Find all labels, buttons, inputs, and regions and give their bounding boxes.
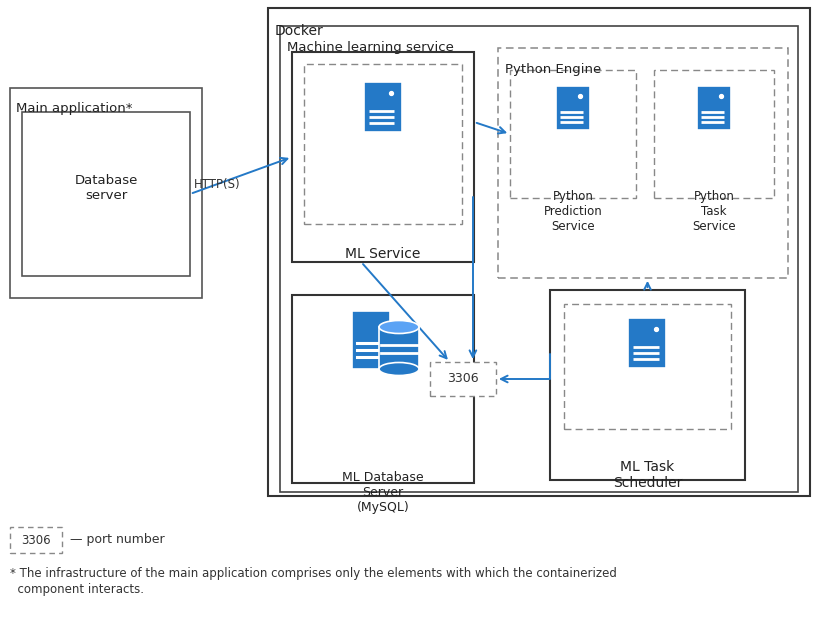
Text: ML Database
Server
(MySQL): ML Database Server (MySQL) xyxy=(342,471,423,514)
Bar xyxy=(429,362,495,396)
Bar xyxy=(378,327,419,369)
Bar xyxy=(22,112,190,276)
Bar xyxy=(351,311,390,369)
Text: 3306: 3306 xyxy=(446,373,478,386)
Bar xyxy=(509,70,636,198)
Text: Main application*: Main application* xyxy=(16,102,133,115)
Bar xyxy=(555,86,590,130)
Bar xyxy=(10,527,62,553)
Text: Database
server: Database server xyxy=(75,174,138,202)
Bar xyxy=(364,82,401,132)
Ellipse shape xyxy=(378,363,419,376)
Text: ML Service: ML Service xyxy=(345,247,420,261)
Bar xyxy=(292,295,473,483)
Text: Docker: Docker xyxy=(274,24,324,38)
Text: 3306: 3306 xyxy=(21,533,51,546)
Text: HTTP(S): HTTP(S) xyxy=(194,178,240,191)
Text: ML Task
Scheduler: ML Task Scheduler xyxy=(612,460,681,490)
Bar xyxy=(563,304,730,429)
Text: Machine learning service: Machine learning service xyxy=(287,41,454,54)
Bar xyxy=(654,70,773,198)
Bar xyxy=(292,52,473,262)
Text: — port number: — port number xyxy=(70,533,165,546)
Bar xyxy=(497,48,787,278)
Bar xyxy=(279,26,797,492)
Text: Python
Prediction
Service: Python Prediction Service xyxy=(543,190,602,233)
Bar xyxy=(696,86,730,130)
Text: Python
Task
Service: Python Task Service xyxy=(691,190,735,233)
Bar xyxy=(268,8,809,496)
Bar xyxy=(304,64,461,224)
Bar xyxy=(627,318,666,368)
Ellipse shape xyxy=(378,320,419,333)
Bar xyxy=(550,290,744,480)
Bar xyxy=(10,88,201,298)
Text: * The infrastructure of the main application comprises only the elements with wh: * The infrastructure of the main applica… xyxy=(10,567,616,580)
Text: Python Engine: Python Engine xyxy=(505,63,600,76)
Text: component interacts.: component interacts. xyxy=(10,583,144,596)
